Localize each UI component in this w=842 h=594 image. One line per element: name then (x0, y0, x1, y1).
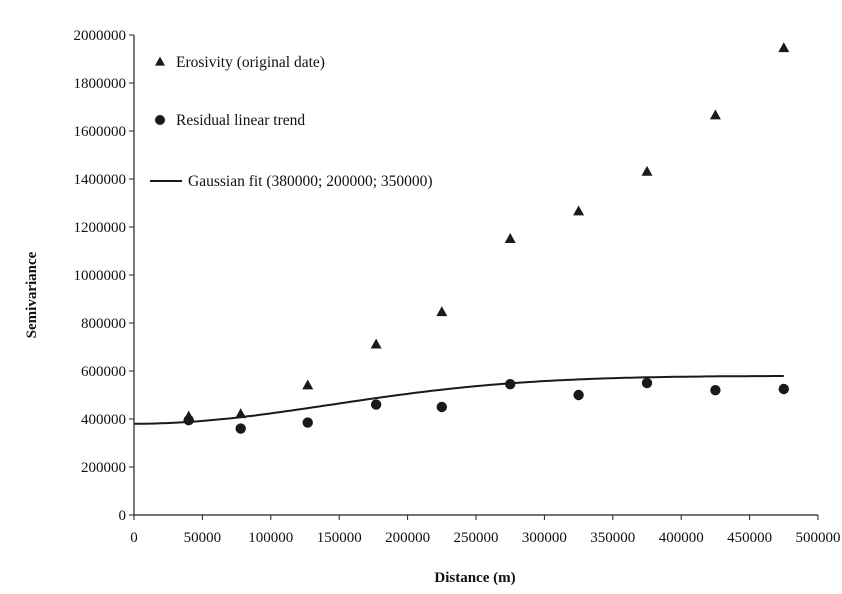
tick-labels: 0200000400000600000800000100000012000001… (74, 28, 841, 546)
erosivity-point (573, 205, 585, 216)
legend-circle-marker (155, 115, 165, 125)
residual-point (573, 389, 584, 401)
y-axis-title: Semivariance (24, 251, 40, 338)
erosivity-point (235, 408, 247, 419)
erosivity-point (302, 379, 314, 390)
x-tick-label: 200000 (385, 530, 430, 546)
residual-point (370, 399, 382, 410)
y-tick-label: 200000 (81, 460, 126, 476)
x-tick-label: 0 (130, 530, 138, 546)
x-tick-label: 100000 (248, 530, 293, 546)
residual-point (778, 383, 789, 395)
erosivity-point (778, 42, 790, 53)
y-tick-label: 0 (119, 508, 127, 524)
residual-point (302, 417, 313, 428)
residual-point (183, 415, 194, 426)
legend-label: Residual linear trend (176, 112, 305, 129)
y-tick-label: 400000 (81, 412, 126, 428)
erosivity-point (436, 306, 448, 317)
erosivity-point (709, 109, 721, 120)
legend-triangle-marker (155, 56, 165, 66)
legend: Erosivity (original date) Residual linear… (150, 54, 433, 190)
x-tick-label: 400000 (659, 530, 704, 546)
gaussian-fit-line (134, 375, 784, 425)
y-tick-label: 600000 (81, 364, 126, 380)
y-tick-label: 1000000 (74, 268, 127, 284)
residual-point (710, 385, 721, 396)
y-tick-label: 1800000 (74, 76, 127, 92)
x-tick-label: 50000 (184, 530, 222, 546)
x-tick-label: 500000 (796, 530, 841, 546)
axes (129, 34, 819, 520)
x-axis-title: Distance (m) (434, 570, 515, 586)
erosivity-point (370, 338, 382, 349)
y-tick-label: 2000000 (74, 28, 127, 44)
x-tick-label: 300000 (522, 530, 567, 546)
legend-label: Gaussian fit (380000; 200000; 350000) (188, 173, 433, 190)
x-tick-label: 350000 (590, 530, 635, 546)
data-series (134, 42, 790, 434)
x-tick-label: 450000 (727, 530, 772, 546)
residual-point (641, 377, 653, 389)
residual-point (436, 401, 447, 413)
erosivity-point (641, 165, 653, 176)
y-tick-label: 1200000 (74, 220, 127, 236)
y-tick-label: 1400000 (74, 172, 127, 188)
erosivity-point (504, 233, 516, 243)
x-tick-label: 250000 (454, 530, 499, 546)
x-tick-label: 150000 (317, 530, 362, 546)
y-tick-label: 800000 (81, 316, 126, 332)
residual-point (235, 423, 246, 434)
y-tick-label: 1600000 (74, 124, 127, 140)
legend-label: Erosivity (original date) (176, 54, 325, 71)
